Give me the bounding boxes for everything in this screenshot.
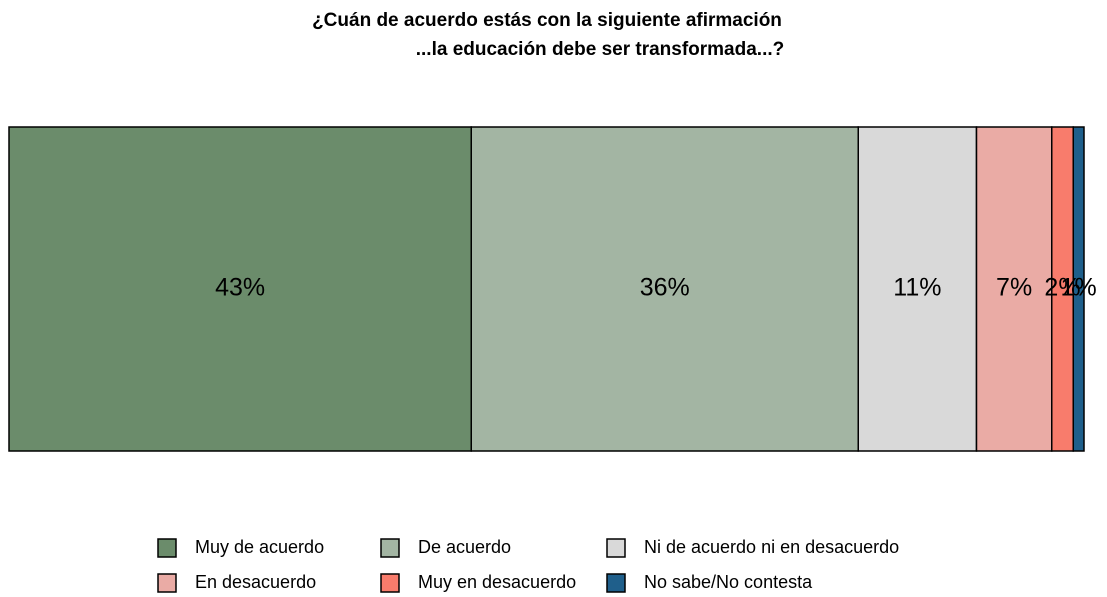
bar-segment	[857, 126, 978, 452]
data-label: 43%	[215, 274, 265, 302]
legend-label: No sabe/No contesta	[644, 572, 813, 592]
chart-title: ¿Cuán de acuerdo estás con la siguiente …	[312, 10, 782, 31]
legend-swatch	[606, 573, 626, 593]
legend-label: En desacuerdo	[195, 572, 316, 592]
legend-swatch	[157, 538, 177, 558]
data-label: 1%	[1061, 274, 1097, 302]
legend-label: Ni de acuerdo ni en desacuerdo	[644, 537, 899, 557]
legend-label: Muy en desacuerdo	[418, 572, 576, 592]
legend-label: Muy de acuerdo	[195, 537, 324, 557]
chart-title: ...la educación debe ser transformada...…	[416, 39, 785, 60]
legend-swatch	[380, 538, 400, 558]
bar-segment	[8, 126, 472, 452]
data-label: 36%	[640, 274, 690, 302]
bar-segment	[470, 126, 859, 452]
bar-segment	[975, 126, 1053, 452]
bar-segment	[1072, 126, 1085, 452]
data-label: 2%	[1044, 274, 1080, 302]
data-label: 7%	[996, 274, 1032, 302]
legend-label: De acuerdo	[418, 537, 511, 557]
data-label: 11%	[893, 274, 941, 302]
legend-swatch	[606, 538, 626, 558]
legend-swatch	[157, 573, 177, 593]
legend-swatch	[380, 573, 400, 593]
